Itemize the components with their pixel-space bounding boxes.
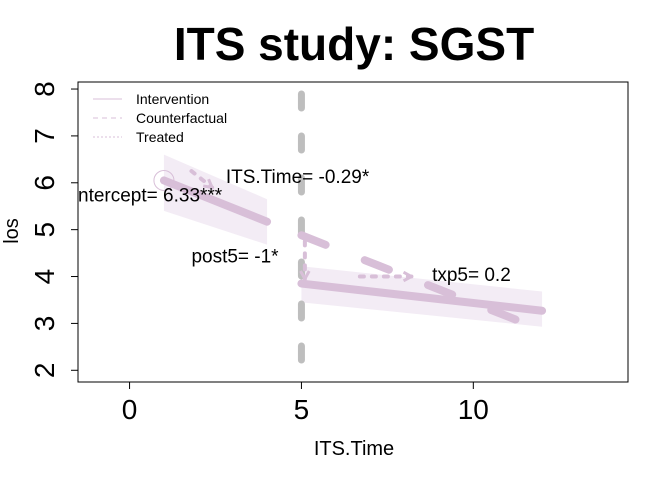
legend-label: Intervention — [136, 91, 209, 107]
y-tick-label: 7 — [29, 128, 60, 144]
legend-label: Treated — [136, 129, 184, 145]
series-intervention-line — [297, 279, 547, 315]
coefficient-annotation: txp5= 0.2 — [432, 265, 511, 286]
y-tick-label: 3 — [29, 316, 60, 332]
series-intervention-line — [159, 176, 272, 226]
coefficient-annotation: ITS.Time= -0.29* — [226, 167, 370, 188]
chart-title: ITS study: SGST — [174, 18, 534, 70]
y-axis-label: los — [1, 218, 23, 244]
treated-arrow-head — [202, 184, 213, 189]
coefficient-annotation: ntercept= 6.33*** — [78, 186, 223, 207]
treated-arrow-head — [402, 275, 413, 283]
treated-arrow-head — [299, 270, 307, 280]
plot-area: ntercept= 6.33***ITS.Time= -0.29* post5= … — [29, 81, 629, 425]
legend-label: Counterfactual — [136, 110, 227, 126]
legend: Intervention Counterfactual Treated — [93, 91, 227, 145]
x-tick-label: 10 — [458, 394, 489, 425]
treated-arrow — [189, 169, 215, 190]
x-tick-label: 5 — [294, 394, 310, 425]
plot-frame — [77, 81, 629, 383]
data-point — [153, 169, 175, 191]
x-tick-label: 0 — [122, 394, 138, 425]
x-axis-label: ITS.Time — [314, 438, 394, 460]
coefficient-annotation: post5= -1* — [191, 246, 279, 267]
y-tick-label: 8 — [29, 81, 60, 97]
y-tick-label: 5 — [29, 222, 60, 238]
y-tick-label: 4 — [29, 269, 60, 285]
y-tick-label: 2 — [29, 362, 60, 378]
y-tick-label: 6 — [29, 175, 60, 191]
series-counterfactual-line — [297, 231, 547, 334]
